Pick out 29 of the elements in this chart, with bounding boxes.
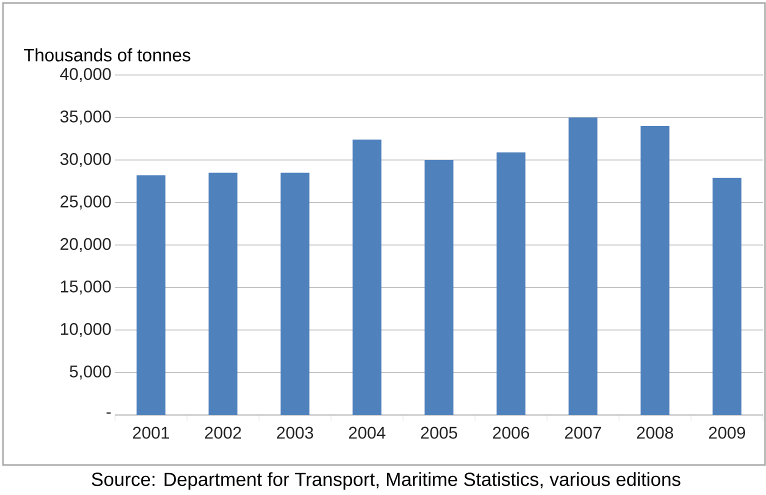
x-tick-label: 2002 [205,426,241,439]
y-tick-label: 40,000 [60,68,111,82]
x-tick-label: 2004 [349,426,386,439]
bar [208,172,238,415]
x-tick-label: 2008 [637,426,674,439]
y-tick-label: 10,000 [60,322,111,337]
y-tick-label: - [106,412,111,414]
x-tick-label: 2001 [133,426,170,439]
y-tick-label: 30,000 [60,152,111,167]
bar [424,160,454,415]
y-tick-label: 5,000 [70,365,111,380]
bar [280,172,310,415]
source-note: Source: Department for Transport, Maritime Statistics, various editions [92,472,680,490]
y-tick-label: 35,000 [60,110,111,124]
y-tick-label: 20,000 [60,238,111,252]
y-tick-label: 15,000 [60,280,111,294]
x-tick-label: 2005 [421,426,458,439]
bar [640,126,670,415]
bar [712,178,742,415]
y-tick-label: 25,000 [60,195,111,210]
x-tick-label: 2006 [493,426,530,439]
x-tick-label: 2003 [277,426,314,439]
bar [568,117,598,415]
x-tick-label: 2007 [565,426,601,439]
bar [352,140,382,415]
bar [496,152,526,415]
y-axis-title: Thousands of tonnes [24,48,190,62]
bar [136,175,166,415]
x-tick-label: 2009 [709,426,746,439]
